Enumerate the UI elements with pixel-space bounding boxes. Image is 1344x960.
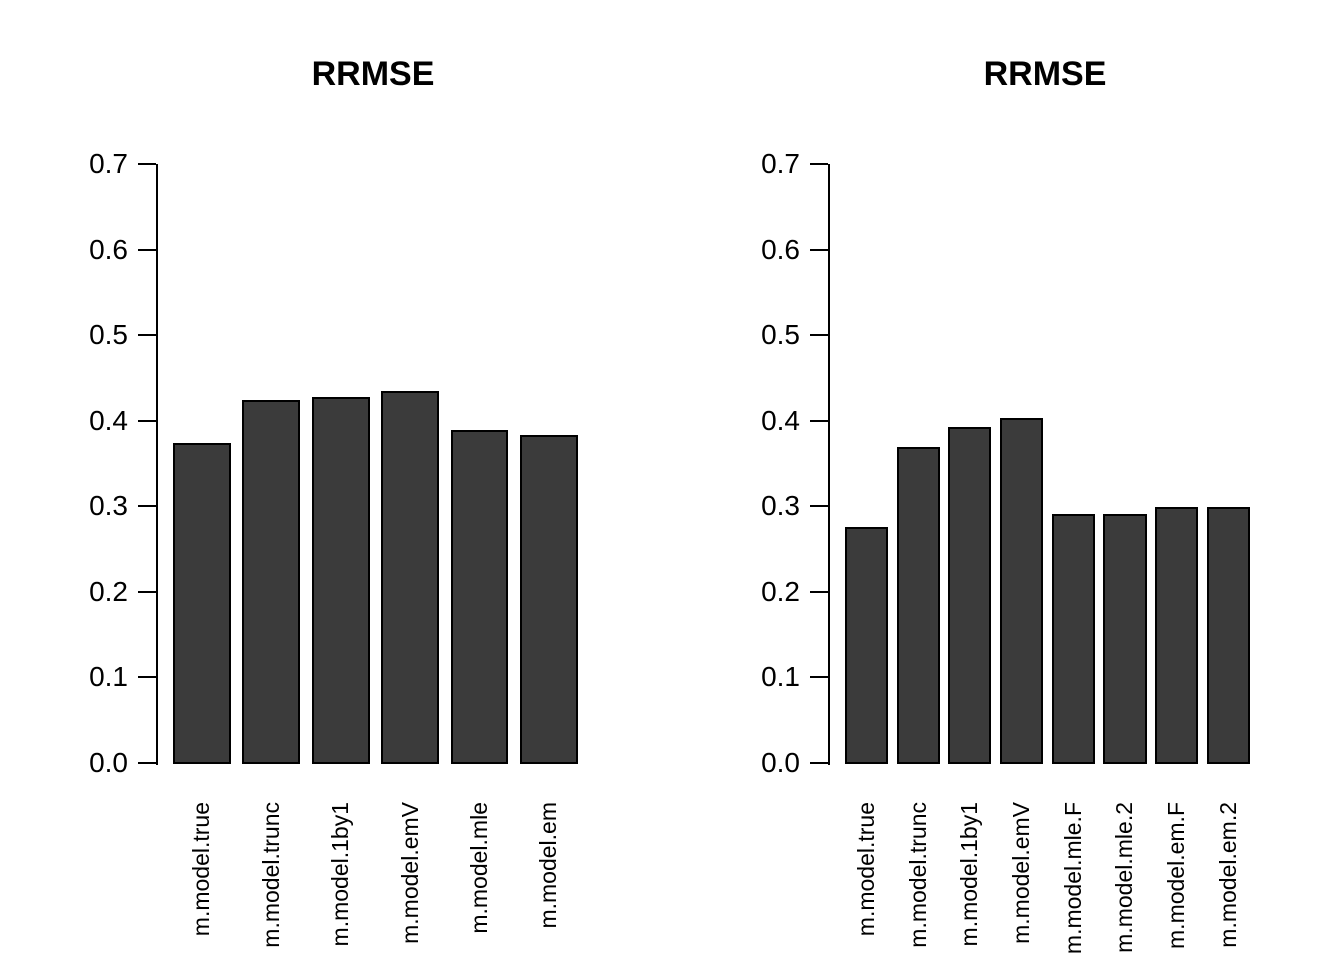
bar xyxy=(1206,507,1250,764)
y-tick-label: 0.4 xyxy=(89,404,128,436)
y-tick-label: 0.5 xyxy=(89,319,128,351)
x-label-cell: m.model.mle.F xyxy=(1052,802,1095,954)
bar xyxy=(381,390,440,764)
x-label-cell: m.model.emV xyxy=(381,802,439,944)
x-label-cell: m.model.em.2 xyxy=(1207,802,1250,948)
x-tick-label: m.model.em.2 xyxy=(1214,802,1241,948)
y-tick xyxy=(138,334,156,337)
bar xyxy=(242,400,301,764)
y-tick-label: 0.1 xyxy=(761,661,800,693)
y-tick xyxy=(138,163,156,165)
y-tick xyxy=(810,762,828,764)
y-tick-label: 0.3 xyxy=(89,490,128,522)
y-axis-line xyxy=(828,164,830,765)
x-tick-label: m.model.em xyxy=(535,802,562,929)
y-tick xyxy=(138,676,156,679)
y-tick-label: 0.4 xyxy=(761,404,800,436)
bar xyxy=(948,426,992,764)
bar xyxy=(896,447,940,764)
x-label-cell: m.model.true xyxy=(173,802,231,936)
x-label-cell: m.model.1by1 xyxy=(948,802,991,946)
x-tick-label: m.model.mle xyxy=(466,802,493,934)
bars-group xyxy=(830,164,1262,764)
bar xyxy=(1000,418,1044,764)
y-tick-label: 0.0 xyxy=(89,747,128,778)
bar xyxy=(311,396,370,764)
x-label-cell: m.model.emV xyxy=(1000,802,1043,944)
plot-area: 0.0 0.1 0.2 0.3 0.4 0.5 0.6 0.7 xyxy=(89,150,590,777)
y-tick xyxy=(138,505,156,508)
chart-title: RRMSE xyxy=(311,55,435,93)
y-tick xyxy=(810,419,828,422)
y-tick-label: 0.0 xyxy=(761,747,800,778)
x-label-cell: m.model.em xyxy=(520,802,578,929)
x-tick-label: m.model.1by1 xyxy=(327,802,354,947)
bar xyxy=(1155,507,1199,764)
y-tick-label: 0.6 xyxy=(761,233,800,265)
plot-area: 0.0 0.1 0.2 0.3 0.4 0.5 0.6 0.7 xyxy=(761,150,1262,777)
x-tick-label: m.model.1by1 xyxy=(956,802,983,947)
x-tick-label: m.model.mle.2 xyxy=(1111,802,1138,953)
y-tick xyxy=(810,676,828,679)
x-tick-label: m.model.em.F xyxy=(1163,802,1190,949)
x-tick-label: m.model.trunc xyxy=(257,802,284,948)
bar xyxy=(520,434,578,764)
x-axis-labels: m.model.true m.model.trunc m.model.1by1 m.m… xyxy=(830,802,1262,960)
x-tick-label: m.model.true xyxy=(188,802,215,937)
x-label-cell: m.model.trunc xyxy=(242,802,300,948)
y-tick-label: 0.7 xyxy=(89,148,128,179)
x-tick-label: m.model.emV xyxy=(396,802,423,944)
x-tick-label: m.model.emV xyxy=(1008,802,1035,944)
x-axis-labels: m.model.true m.model.trunc m.model.1by1 m.m… xyxy=(158,802,590,960)
bar xyxy=(845,526,889,764)
y-tick xyxy=(138,248,156,251)
y-tick xyxy=(810,163,828,165)
y-tick xyxy=(138,590,156,593)
y-tick xyxy=(810,334,828,337)
y-tick-label: 0.2 xyxy=(89,575,128,607)
y-tick xyxy=(138,762,156,764)
bar xyxy=(173,443,231,764)
bar xyxy=(1051,514,1095,764)
y-tick xyxy=(138,419,156,422)
chart-title: RRMSE xyxy=(983,55,1107,93)
y-tick xyxy=(810,505,828,508)
x-label-cell: m.model.true xyxy=(845,802,888,936)
y-tick-label: 0.3 xyxy=(761,490,800,522)
y-tick-label: 0.5 xyxy=(761,319,800,351)
barplot-panel-left: RRMSE 0.0 0.1 0.2 0.3 0.4 0.5 0.6 0.7 m.model.t… xyxy=(89,55,590,960)
x-tick-label: m.model.true xyxy=(853,802,880,937)
x-label-cell: m.model.mle.2 xyxy=(1103,802,1146,953)
y-tick-label: 0.2 xyxy=(761,575,800,607)
barplot-panel-right: RRMSE 0.0 0.1 0.2 0.3 0.4 0.5 0.6 0.7 m.model.t… xyxy=(672,0,1344,960)
y-tick-label: 0.1 xyxy=(89,661,128,693)
x-label-cell: m.model.trunc xyxy=(897,802,940,948)
x-tick-label: m.model.trunc xyxy=(904,802,931,948)
x-label-cell: m.model.em.F xyxy=(1155,802,1198,949)
y-tick-label: 0.7 xyxy=(761,148,800,179)
y-tick-label: 0.6 xyxy=(89,233,128,265)
x-tick-label: m.model.mle.F xyxy=(1059,802,1086,955)
bar xyxy=(1103,514,1147,764)
y-tick xyxy=(810,590,828,593)
x-label-cell: m.model.mle xyxy=(451,802,509,934)
bar xyxy=(450,430,509,764)
bars-group xyxy=(158,164,590,764)
y-tick xyxy=(810,248,828,251)
y-axis-line xyxy=(156,164,158,765)
x-label-cell: m.model.1by1 xyxy=(312,802,370,946)
